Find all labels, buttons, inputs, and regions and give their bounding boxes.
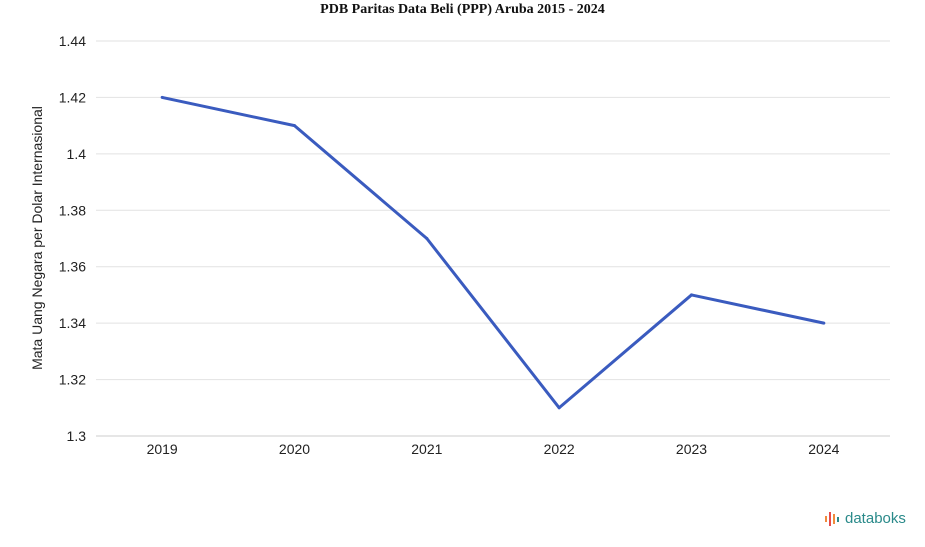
x-tick-label: 2023 — [676, 441, 707, 457]
series-line — [161, 95, 825, 410]
databoks-logo: databoks — [824, 508, 906, 528]
y-tick-label: 1.32 — [59, 372, 86, 388]
y-axis-ticks: 1.3 1.32 1.34 1.36 1.38 1.4 1.42 1.44 — [59, 33, 86, 444]
y-axis-title: Mata Uang Negara per Dolar Internasional — [29, 106, 45, 370]
x-tick-label: 2022 — [544, 441, 575, 457]
grid-lines — [96, 40, 890, 437]
x-tick-label: 2021 — [411, 441, 442, 457]
series-layer — [160, 95, 826, 410]
data-point[interactable] — [557, 406, 561, 410]
x-tick-label: 2024 — [808, 441, 839, 457]
data-point[interactable] — [160, 95, 164, 99]
y-tick-label: 1.3 — [67, 428, 87, 444]
y-tick-label: 1.38 — [59, 202, 86, 218]
databoks-logo-icon — [825, 512, 839, 526]
chart-title: PDB Paritas Data Beli (PPP) Aruba 2015 -… — [320, 2, 605, 17]
y-tick-label: 1.4 — [67, 146, 87, 162]
data-point[interactable] — [293, 124, 296, 128]
x-tick-label: 2019 — [147, 441, 178, 457]
data-point[interactable] — [822, 321, 826, 325]
y-tick-label: 1.34 — [59, 315, 86, 331]
data-point[interactable] — [690, 293, 693, 297]
x-axis-ticks: 2019 2020 2021 2022 2023 2024 — [147, 441, 840, 457]
data-point[interactable] — [425, 237, 429, 240]
y-tick-label: 1.44 — [59, 33, 86, 49]
x-tick-label: 2020 — [279, 441, 310, 457]
databoks-wordmark: databoks — [845, 509, 906, 527]
y-tick-label: 1.36 — [59, 259, 86, 275]
y-tick-label: 1.42 — [59, 89, 86, 105]
